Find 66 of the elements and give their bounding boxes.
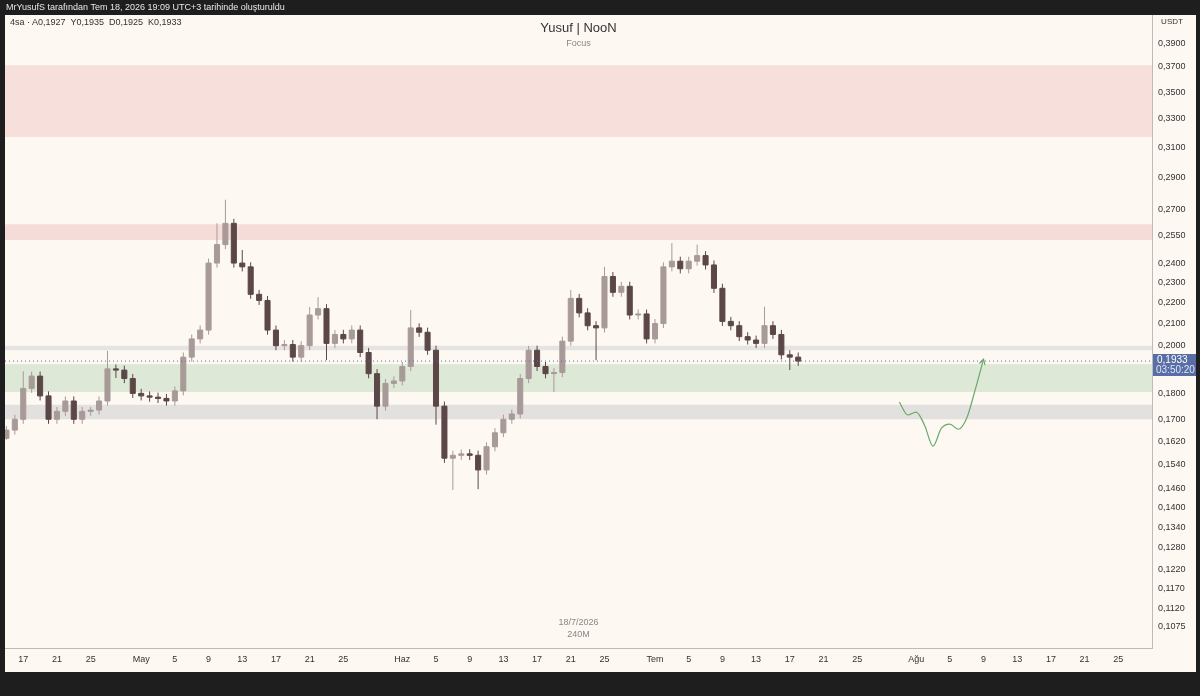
y-tick-label: 0,2100 — [1158, 318, 1186, 329]
y-tick-label: 0,2550 — [1158, 230, 1186, 241]
y-tick-label: 0,1620 — [1158, 435, 1186, 446]
y-tick-label: 0,1170 — [1158, 582, 1185, 593]
chart-title: Yusuf | NooN — [540, 19, 617, 35]
y-tick-label: 0,1280 — [1158, 542, 1186, 553]
x-tick-label: 25 — [1113, 653, 1124, 664]
annotation: 18/7/2026 — [558, 617, 599, 628]
x-tick-label: 9 — [719, 653, 725, 664]
x-tick-label: Ağu — [908, 653, 925, 664]
y-tick-label: 0,3500 — [1158, 86, 1186, 97]
y-tick-label: 0,2300 — [1158, 276, 1186, 287]
y-tick-label: 0,1460 — [1158, 482, 1186, 493]
y-tick-label: 0,3700 — [1158, 61, 1186, 72]
x-tick-label: 25 — [852, 653, 863, 664]
line-series — [898, 358, 986, 447]
x-tick-label: 17 — [532, 653, 543, 664]
x-tick-label: 17 — [270, 653, 281, 664]
x-tick-label: 25 — [599, 653, 610, 664]
annotation: 240M — [567, 629, 590, 640]
y-tick-label: 0,1220 — [1158, 564, 1186, 575]
y-tick-label: 0,1340 — [1158, 521, 1186, 532]
y-tick-label: 0,2000 — [1158, 340, 1186, 351]
y-axis-title: USDT — [1161, 17, 1183, 27]
x-tick-label: 5 — [947, 653, 953, 664]
x-tick-label: 13 — [237, 653, 248, 664]
x-tick-label: 13 — [498, 653, 509, 664]
y-tick-label: 0,1800 — [1158, 387, 1186, 398]
y-tick-label: 0,2700 — [1158, 204, 1186, 215]
annotation: 4sa · A0,1927 Y0,1935 D0,1925 K0,1933 — [10, 17, 182, 28]
x-tick-label: 9 — [206, 653, 212, 664]
y-tick-label: 0,2400 — [1158, 257, 1186, 268]
x-tick-label: 17 — [784, 653, 795, 664]
x-tick-label: 25 — [85, 653, 96, 664]
text: MrYusufS tarafından Tem 18, 2026 19:09 UTC+3 tarihinde oluşturuldu — [6, 2, 285, 13]
x-tick-label: 21 — [304, 653, 315, 664]
x-tick-label: 5 — [433, 653, 439, 664]
x-tick-label: 25 — [338, 653, 349, 664]
x-tick-label: Haz — [394, 653, 411, 664]
x-tick-label: 17 — [1045, 653, 1056, 664]
y-tick-label: 0,1700 — [1158, 413, 1186, 424]
x-tick-label: 13 — [751, 653, 762, 664]
y-tick-label: 0,1540 — [1158, 458, 1186, 469]
ref-line-label: 0,1933 — [1157, 353, 1189, 365]
x-tick-label: 21 — [818, 653, 829, 664]
x-tick-label: 21 — [51, 653, 62, 664]
y-tick-label: 0,3300 — [1158, 113, 1186, 124]
y-tick-label: 0,1120 — [1158, 602, 1185, 613]
x-tick-label: 9 — [981, 653, 987, 664]
y-tick-label: 0,3900 — [1158, 37, 1186, 48]
x-tick-label: May — [132, 653, 151, 664]
y-tick-label: 0,3100 — [1158, 141, 1186, 152]
x-tick-label: 13 — [1012, 653, 1023, 664]
text: 03:50:20 — [1156, 363, 1196, 375]
y-tick-label: 0,1075 — [1158, 621, 1186, 632]
y-tick-label: 0,2900 — [1158, 171, 1186, 182]
y-tick-label: 0,2200 — [1158, 296, 1186, 307]
x-tick-label: 5 — [172, 653, 178, 664]
x-tick-label: 21 — [1079, 653, 1090, 664]
x-tick-label: 9 — [467, 653, 473, 664]
x-tick-label: Tem — [646, 653, 664, 664]
x-tick-label: 17 — [18, 653, 29, 664]
text: Focus — [566, 38, 592, 49]
x-tick-label: 5 — [686, 653, 692, 664]
y-tick-label: 0,1400 — [1158, 501, 1186, 512]
x-tick-label: 21 — [565, 653, 576, 664]
